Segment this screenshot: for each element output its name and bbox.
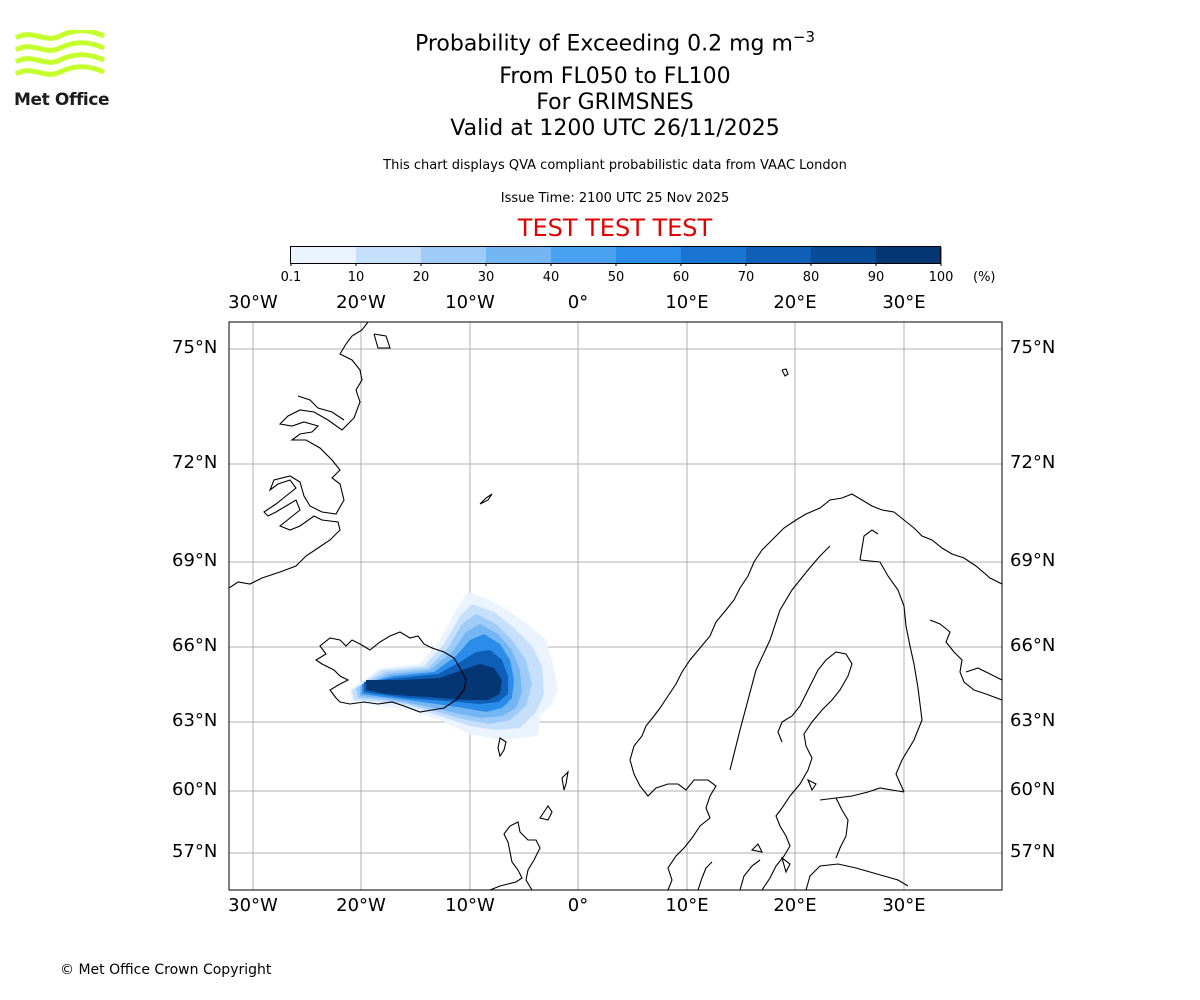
latitude-label-right: 72°N <box>1010 452 1056 473</box>
colorbar-tick-label: 60 <box>672 270 690 285</box>
colorbar-tick-label: 30 <box>477 270 495 285</box>
latitude-label-left: 72°N <box>172 452 218 473</box>
latitude-label-left: 63°N <box>172 710 218 731</box>
latitude-label-left: 75°N <box>172 337 218 358</box>
colorbar-segment <box>356 247 422 263</box>
colorbar-tick-label: 90 <box>867 270 885 285</box>
longitude-label-top: 10°E <box>665 292 709 313</box>
scandinavia-coast <box>629 493 1002 890</box>
latitude-label-right: 60°N <box>1010 779 1056 800</box>
colorbar-segment <box>746 247 812 263</box>
chart-title: Probability of Exceeding 0.2 mg m−3 <box>414 28 816 57</box>
longitude-label-top: 20°W <box>336 292 386 313</box>
latitude-label-right: 66°N <box>1010 635 1056 656</box>
colorbar-segment <box>421 247 487 263</box>
colorbar-tick-label: 10 <box>347 270 365 285</box>
colorbar-segment <box>811 247 877 263</box>
met-office-logo <box>14 30 105 77</box>
latitude-label-left: 66°N <box>172 635 218 656</box>
colorbar-tick-label: 40 <box>542 270 560 285</box>
logo-text: Met Office <box>14 90 110 110</box>
colorbar-tick-label: 20 <box>412 270 430 285</box>
colorbar-tick-label: 100 <box>928 270 954 285</box>
colorbar-segment <box>291 247 357 263</box>
test-banner: TEST TEST TEST <box>517 214 713 242</box>
longitude-label-bottom: 0° <box>567 895 589 916</box>
colorbar-unit: (%) <box>973 270 996 285</box>
longitude-label-bottom: 10°E <box>665 895 709 916</box>
colorbar-segment <box>486 247 552 263</box>
colorbar-tick-label: 80 <box>802 270 820 285</box>
flight-level-range: From FL050 to FL100 <box>499 64 731 89</box>
map-frame <box>228 321 1003 891</box>
latitude-label-left: 60°N <box>172 779 218 800</box>
latitude-label-right: 63°N <box>1010 710 1056 731</box>
scotland-coast <box>489 821 541 890</box>
longitude-label-top: 0° <box>567 292 589 313</box>
longitude-label-bottom: 10°W <box>445 895 495 916</box>
longitude-label-bottom: 20°E <box>773 895 817 916</box>
longitude-label-bottom: 30°E <box>882 895 926 916</box>
chart-description: This chart displays QVA compliant probab… <box>383 158 847 173</box>
longitude-label-top: 20°E <box>773 292 817 313</box>
colorbar <box>290 246 942 266</box>
latitude-label-right: 75°N <box>1010 337 1056 358</box>
volcano-name: For GRIMSNES <box>536 90 694 115</box>
latitude-label-right: 57°N <box>1010 841 1056 862</box>
longitude-label-bottom: 30°W <box>228 895 278 916</box>
ash-probability-contour <box>366 664 502 700</box>
copyright: © Met Office Crown Copyright <box>60 962 272 978</box>
colorbar-segment <box>551 247 617 263</box>
latitude-label-left: 69°N <box>172 550 218 571</box>
longitude-label-top: 10°W <box>445 292 495 313</box>
longitude-label-bottom: 20°W <box>336 895 386 916</box>
issue-time: Issue Time: 2100 UTC 25 Nov 2025 <box>500 191 730 206</box>
valid-time: Valid at 1200 UTC 26/11/2025 <box>450 116 780 141</box>
colorbar-segment <box>681 247 747 263</box>
colorbar-segment <box>876 247 942 263</box>
longitude-label-top: 30°W <box>228 292 278 313</box>
coastlines <box>229 322 1002 890</box>
iceland-coast <box>314 631 467 713</box>
colorbar-tick-label: 50 <box>607 270 625 285</box>
colorbar-segment <box>616 247 682 263</box>
latitude-label-left: 57°N <box>172 841 218 862</box>
colorbar-tick-label: 70 <box>737 270 755 285</box>
longitude-label-top: 30°E <box>882 292 926 313</box>
latitude-label-right: 69°N <box>1010 550 1056 571</box>
greenland-coast <box>229 322 369 589</box>
colorbar-tick-label: 0.1 <box>280 270 302 285</box>
